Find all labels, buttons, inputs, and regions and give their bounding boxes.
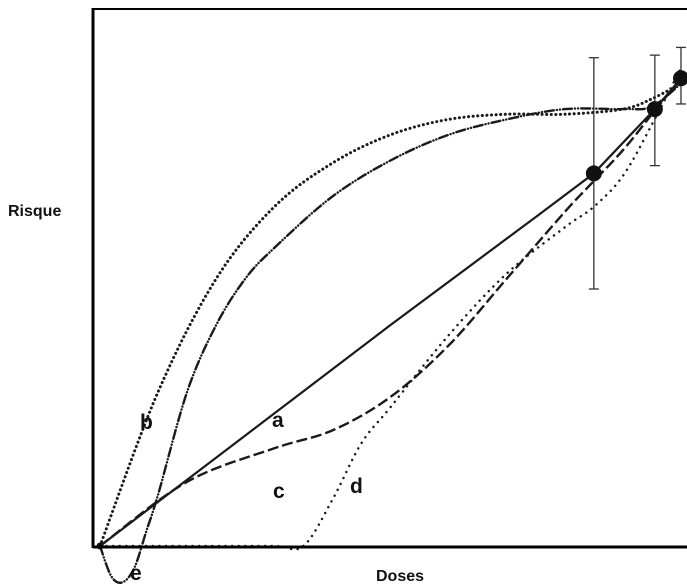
curve-b	[98, 81, 683, 548]
curve-d	[98, 66, 683, 551]
observed-point-1	[585, 165, 602, 182]
y-axis-label: Risque	[8, 203, 61, 220]
observed-points-layer	[96, 70, 687, 550]
curve-label-a: a	[272, 409, 284, 432]
observed-point-2	[646, 101, 663, 118]
observed-point-3	[673, 70, 687, 87]
curve-label-c: c	[273, 480, 285, 503]
error-bars-layer	[588, 46, 686, 290]
curve-e	[98, 82, 683, 584]
x-axis-label: Doses	[376, 568, 424, 585]
curve-label-b: b	[140, 411, 153, 434]
curve-c	[99, 77, 682, 547]
curve-label-e: e	[130, 562, 142, 585]
curve-label-d: d	[350, 475, 363, 498]
